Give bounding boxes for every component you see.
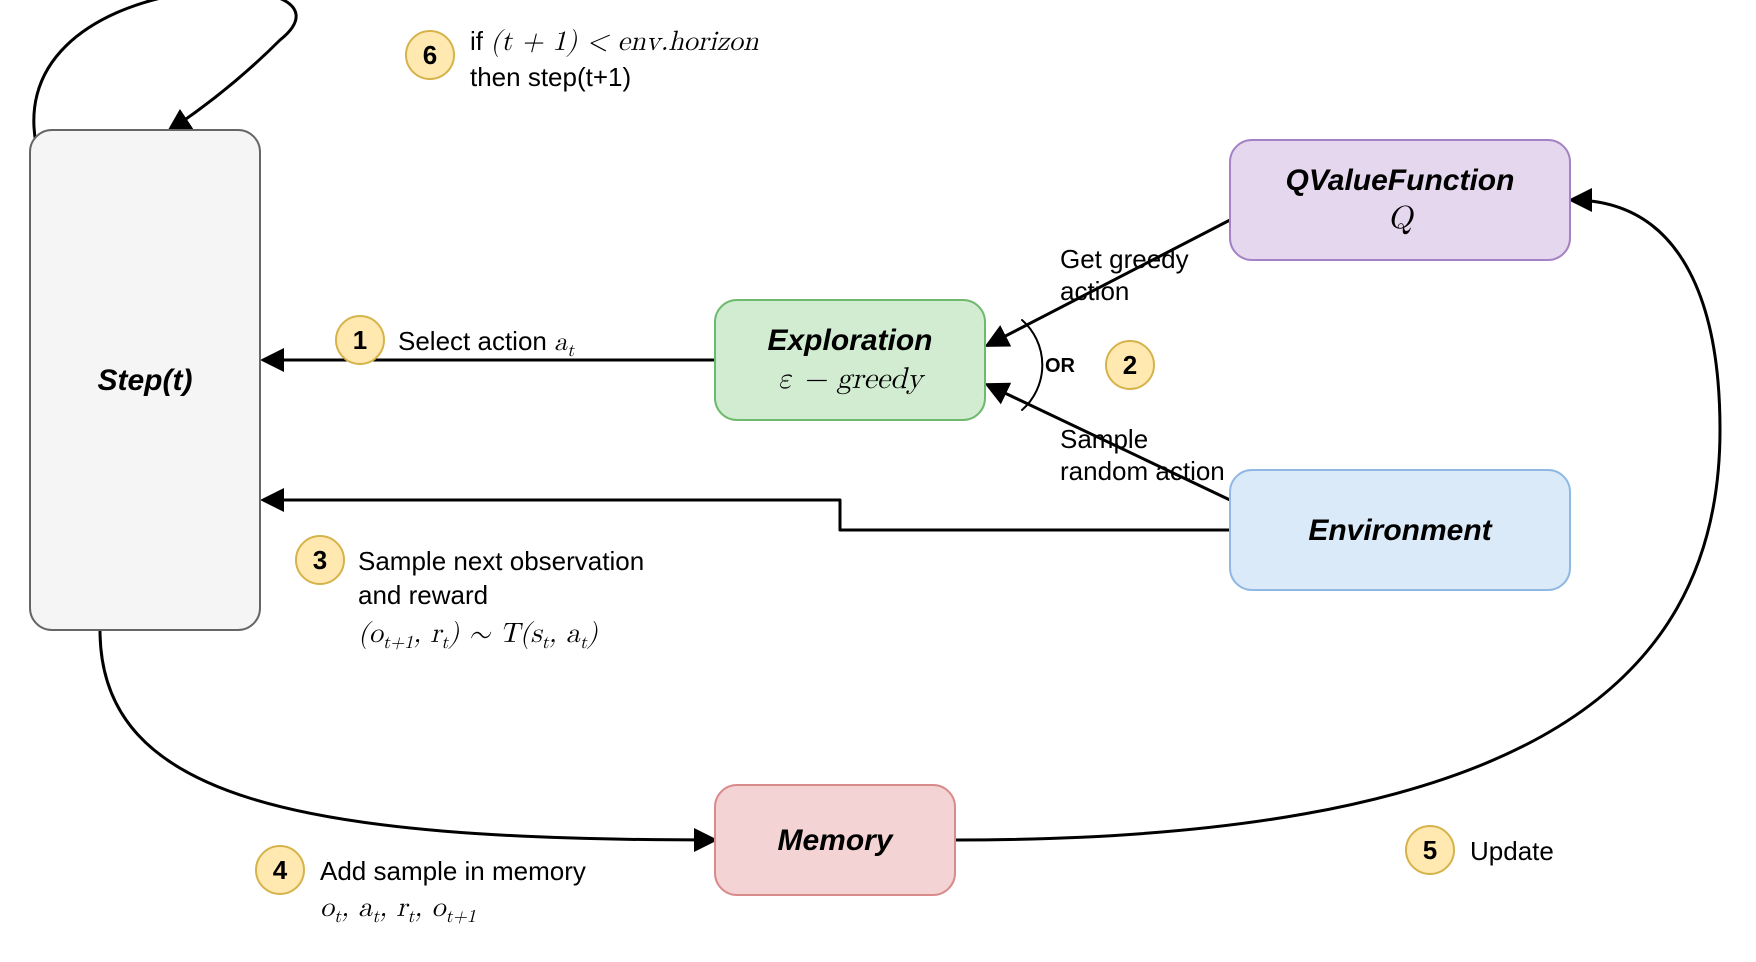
node-memory: Memory <box>715 785 955 895</box>
node-exploration: Exploration ε − greedy <box>715 300 985 420</box>
svg-text:Sample next observation: Sample next observation <box>358 546 644 576</box>
svg-text:random action: random action <box>1060 456 1225 486</box>
svg-text:action: action <box>1060 276 1129 306</box>
badge-6: 6 <box>406 31 454 79</box>
edge-env-to-step <box>264 500 1230 530</box>
svg-text:1: 1 <box>353 325 367 355</box>
svg-text:3: 3 <box>313 545 327 575</box>
badge-1: 1 <box>336 316 384 364</box>
edge-step-to-memory <box>100 630 714 840</box>
or-arc <box>1022 320 1042 410</box>
label-4-math: ot, at, rt, ot+1 <box>320 894 476 926</box>
svg-text:5: 5 <box>1423 835 1437 865</box>
badge-5: 5 <box>1406 826 1454 874</box>
node-memory-title: Memory <box>777 824 893 857</box>
node-qvalue-sub: Q <box>1388 203 1416 235</box>
badge-3: 3 <box>296 536 344 584</box>
label-5: Update <box>1470 836 1554 866</box>
node-exploration-sub: ε − greedy <box>777 364 925 395</box>
label-1: Select action at <box>398 326 575 360</box>
svg-text:6: 6 <box>423 40 437 70</box>
svg-text:if (t + 1) < env.horizon: if (t + 1) < env.horizon <box>470 26 759 57</box>
node-step: Step(t) <box>30 130 260 630</box>
node-environment: Environment <box>1230 470 1570 590</box>
node-qvalue: QValueFunction Q <box>1230 140 1570 260</box>
label-6: if (t + 1) < env.horizon then step(t+1) <box>470 26 759 92</box>
svg-text:and reward: and reward <box>358 580 488 610</box>
nodes-group: Step(t) Exploration ε − greedy QValueFuncti… <box>30 130 1570 895</box>
node-step-title: Step(t) <box>98 364 193 397</box>
svg-text:Select action at: Select action at <box>398 326 575 360</box>
svg-text:2: 2 <box>1123 350 1137 380</box>
or-label: OR <box>1045 355 1076 377</box>
svg-text:Sample: Sample <box>1060 424 1148 454</box>
svg-text:4: 4 <box>273 855 288 885</box>
node-exploration-title: Exploration <box>767 324 932 357</box>
badge-4: 4 <box>256 846 304 894</box>
badge-2: 2 <box>1106 341 1154 389</box>
svg-text:Add sample in memory: Add sample in memory <box>320 856 586 886</box>
label-3-math: (ot+1, rt) ∼ T(st, at) <box>358 620 599 652</box>
node-environment-title: Environment <box>1308 514 1493 547</box>
label-2b: Samplerandom action <box>1060 424 1225 486</box>
label-4: Add sample in memory ot, at, rt, ot+1 <box>320 856 586 926</box>
node-qvalue-title: QValueFunction <box>1286 164 1515 197</box>
svg-text:then step(t+1): then step(t+1) <box>470 62 631 92</box>
svg-text:Get greedy: Get greedy <box>1060 244 1189 274</box>
label-3: Sample next observation and reward (ot+1, … <box>358 546 644 652</box>
